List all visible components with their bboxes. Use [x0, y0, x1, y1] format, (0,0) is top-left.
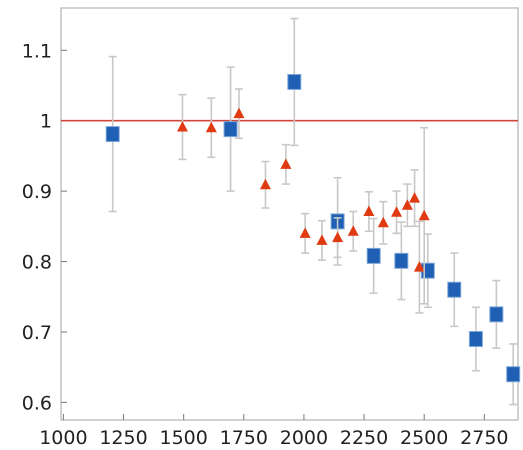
square-point [105, 126, 120, 143]
y-tick-label: 0.7 [22, 322, 52, 344]
triangle-point [299, 227, 311, 238]
triangle-point [347, 225, 359, 236]
triangle-point [409, 192, 421, 203]
plot-frame [60, 7, 519, 421]
triangle-point [377, 216, 389, 228]
triangle-point [259, 178, 271, 190]
triangle-point [316, 234, 328, 245]
triangle-point [332, 231, 344, 243]
triangle-point [418, 209, 430, 221]
triangle-point [391, 206, 403, 217]
x-tick-label: 1750 [220, 427, 268, 449]
y-tick-label: 0.6 [22, 392, 52, 414]
square-point [447, 281, 462, 298]
square-point [287, 73, 302, 90]
x-tick-label: 2000 [280, 427, 328, 449]
series-squares [105, 17, 521, 406]
triangle-point [205, 121, 217, 133]
triangle-point [401, 199, 413, 210]
y-tick-label: 0.8 [22, 252, 52, 274]
y-tick-label: 1.1 [22, 40, 52, 62]
square-point [489, 306, 504, 323]
y-tick-label: 1 [40, 111, 52, 133]
y-tick-label: 0.9 [22, 181, 52, 203]
triangle-point [363, 205, 375, 217]
square-point [223, 121, 238, 138]
x-tick-label: 1250 [99, 427, 147, 449]
y-axis: 0.6 0.7 0.8 0.9 1 1.1 [22, 40, 67, 414]
square-point [394, 252, 409, 269]
x-tick-label: 1000 [39, 427, 87, 449]
x-tick-label: 2750 [460, 427, 508, 449]
x-axis: 1000 1250 1500 1750 2000 2250 2500 2750 [39, 414, 509, 449]
square-point [506, 366, 521, 383]
square-point [468, 331, 483, 348]
x-tick-label: 1500 [159, 427, 207, 449]
triangle-point [176, 121, 188, 132]
series-triangles [176, 88, 430, 314]
square-point [366, 247, 381, 264]
triangle-point [280, 158, 292, 169]
triangle-point [413, 261, 425, 272]
x-tick-label: 2500 [400, 427, 448, 449]
x-tick-label: 2250 [340, 427, 388, 449]
data-series [105, 17, 521, 406]
triangle-point [233, 107, 245, 119]
